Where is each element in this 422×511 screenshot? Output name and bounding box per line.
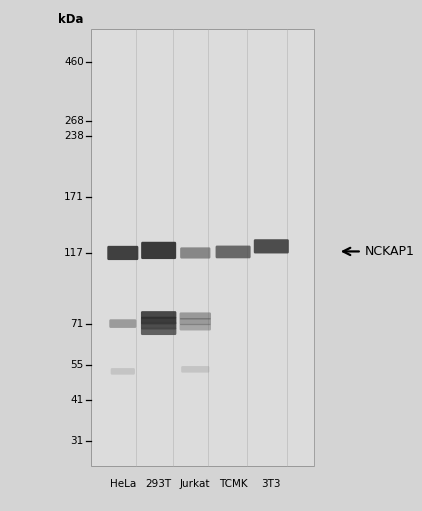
FancyBboxPatch shape	[141, 311, 176, 319]
Text: 293T: 293T	[146, 479, 172, 489]
FancyBboxPatch shape	[181, 366, 209, 373]
FancyBboxPatch shape	[141, 317, 176, 324]
FancyBboxPatch shape	[109, 319, 136, 328]
Text: 31: 31	[70, 436, 84, 446]
Text: kDa: kDa	[58, 13, 84, 26]
FancyBboxPatch shape	[111, 368, 135, 375]
FancyBboxPatch shape	[141, 328, 176, 335]
Text: 117: 117	[64, 248, 84, 258]
Text: HeLa: HeLa	[110, 479, 136, 489]
Text: TCMK: TCMK	[219, 479, 247, 489]
FancyBboxPatch shape	[107, 246, 138, 260]
FancyBboxPatch shape	[141, 322, 176, 330]
Text: 71: 71	[70, 319, 84, 329]
FancyBboxPatch shape	[141, 242, 176, 259]
FancyBboxPatch shape	[254, 239, 289, 253]
Text: 171: 171	[64, 192, 84, 202]
Text: 41: 41	[70, 396, 84, 405]
FancyBboxPatch shape	[91, 29, 314, 467]
Text: 55: 55	[70, 360, 84, 370]
Text: 268: 268	[64, 116, 84, 126]
FancyBboxPatch shape	[179, 324, 211, 331]
FancyBboxPatch shape	[216, 246, 251, 258]
FancyBboxPatch shape	[180, 247, 211, 259]
Text: NCKAP1: NCKAP1	[365, 245, 414, 258]
Text: Jurkat: Jurkat	[180, 479, 211, 489]
Text: 3T3: 3T3	[262, 479, 281, 489]
Text: 460: 460	[64, 57, 84, 67]
FancyBboxPatch shape	[179, 312, 211, 319]
FancyBboxPatch shape	[179, 318, 211, 325]
Text: 238: 238	[64, 131, 84, 141]
